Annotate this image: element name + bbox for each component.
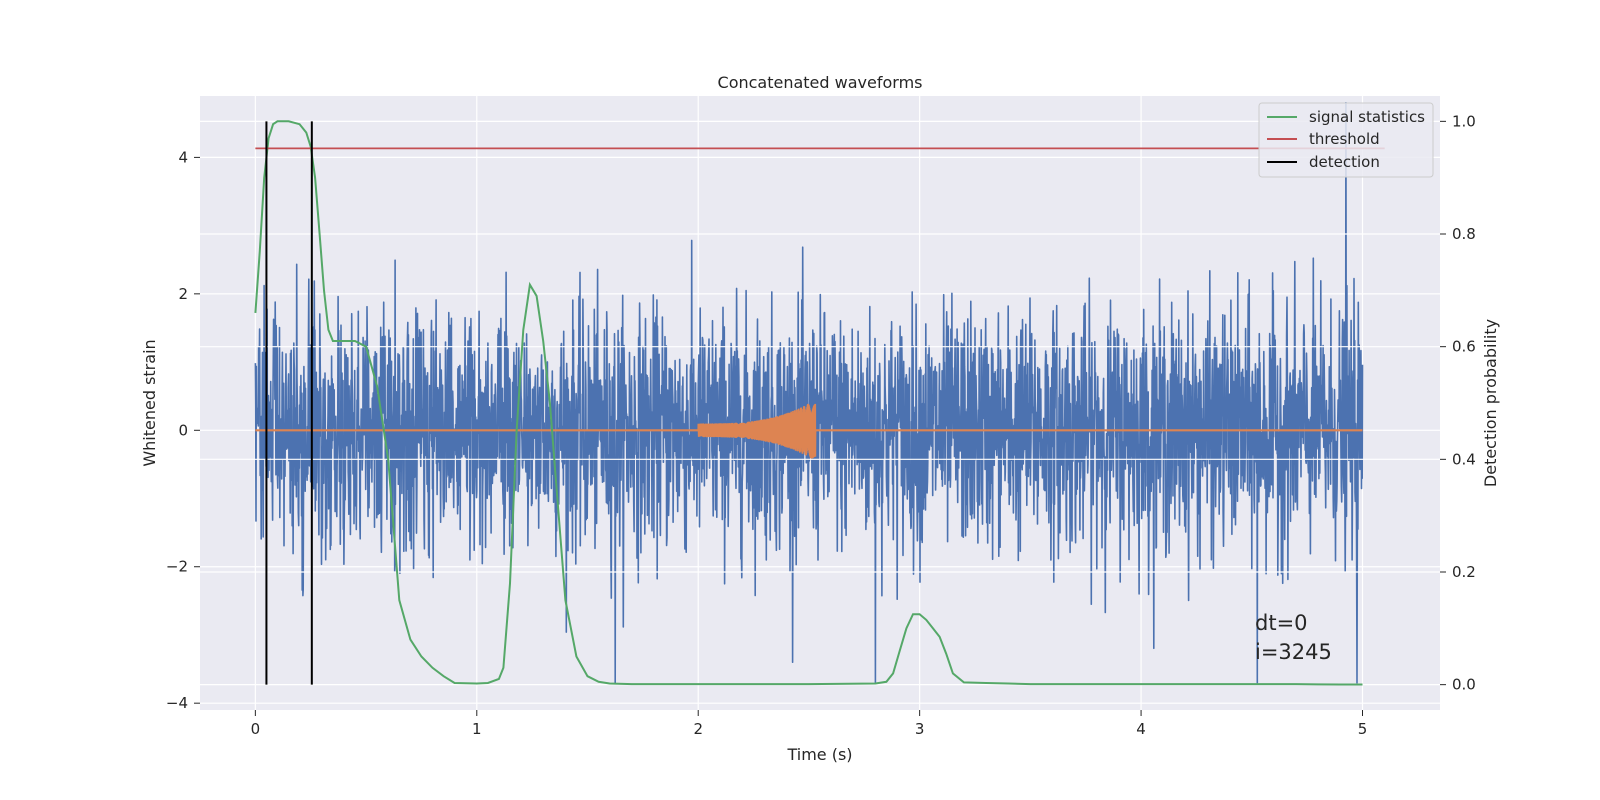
x-axis-label: Time (s) (786, 745, 852, 764)
y2-tick-label: 1.0 (1452, 112, 1476, 130)
y2-axis-label: Detection probability (1481, 319, 1500, 487)
y2-tick-label: 0.6 (1452, 338, 1476, 356)
annotation-index: i=3245 (1255, 640, 1332, 664)
legend-box (1258, 102, 1434, 178)
legend-label-detection: detection (1309, 153, 1380, 171)
y2-tick-label: 0.2 (1452, 563, 1476, 581)
signal-statistics-series (254, 120, 1363, 686)
x-axis-ticks: 0 1 2 3 4 5 (251, 710, 1368, 738)
signal-statistics-line (254, 120, 1363, 686)
chirp-line (697, 403, 817, 459)
y-tick-label: 4 (178, 148, 188, 166)
x-tick-label: 3 (915, 720, 925, 738)
y-axis-label: Whitened strain (140, 339, 159, 466)
y-tick-label: 2 (178, 285, 188, 303)
y2-tick-label: 0.0 (1452, 676, 1476, 694)
x-tick-label: 4 (1136, 720, 1146, 738)
legend-label-threshold: threshold (1309, 130, 1380, 148)
y-axis-ticks: −4 −2 0 2 4 (166, 148, 200, 712)
x-tick-label: 2 (693, 720, 703, 738)
y-tick-label: 0 (178, 421, 188, 439)
y-tick-label: −4 (166, 694, 188, 712)
annotation-dt: dt=0 (1255, 611, 1308, 635)
y-tick-label: −2 (166, 558, 188, 576)
x-tick-label: 0 (251, 720, 261, 738)
y2-tick-label: 0.4 (1452, 450, 1476, 468)
chart-title: Concatenated waveforms (718, 73, 923, 92)
x-tick-label: 5 (1358, 720, 1368, 738)
y2-tick-label: 0.8 (1452, 225, 1476, 243)
y2-axis-ticks: 0.0 0.2 0.4 0.6 0.8 1.0 (1440, 112, 1476, 694)
detection-series (265, 121, 313, 685)
legend-label-signal-statistics: signal statistics (1309, 108, 1425, 126)
chirp-series (255, 403, 1363, 459)
x-tick-label: 1 (472, 720, 482, 738)
legend: signal statistics threshold detection (1258, 102, 1434, 178)
